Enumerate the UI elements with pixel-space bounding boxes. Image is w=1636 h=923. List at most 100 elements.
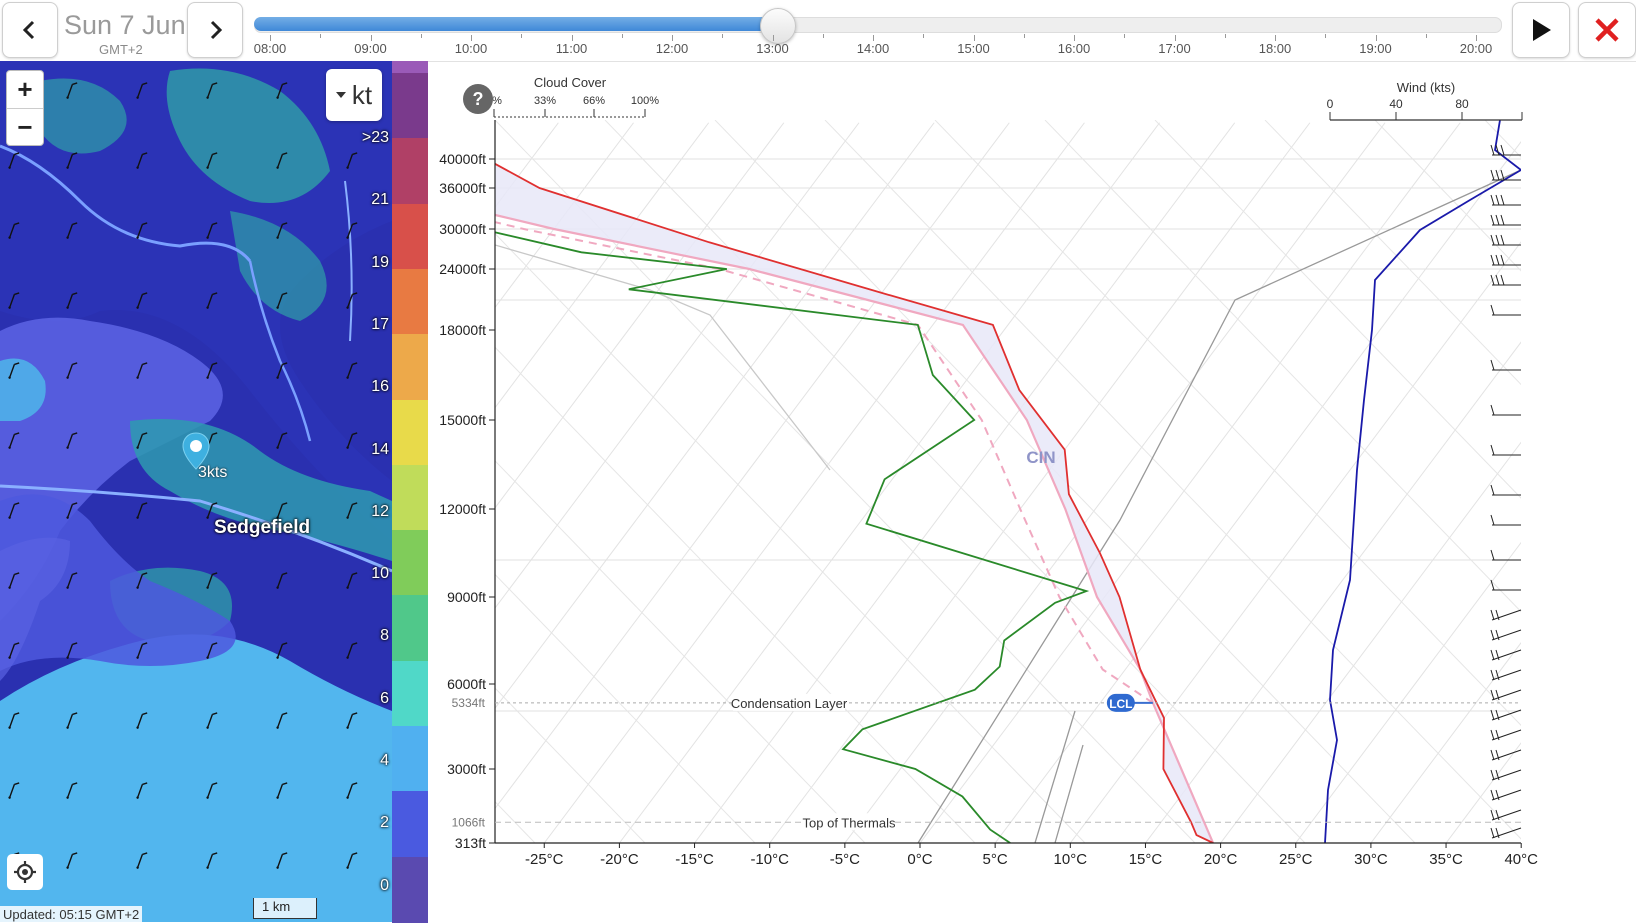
wind-scale-segment: [392, 73, 428, 140]
altitude-label: 15000ft: [439, 412, 486, 428]
map-wind-barb: [206, 502, 218, 519]
timeline-tick: [772, 35, 774, 41]
timeline-hour-label[interactable]: 19:00: [1359, 41, 1392, 56]
marker-wind-label: 3kts: [198, 464, 228, 481]
cloud-cover-tick-label: 100%: [631, 95, 659, 107]
map-wind-barb: [346, 712, 358, 729]
timeline-hour-label[interactable]: 12:00: [655, 41, 689, 56]
map-wind-barb: [346, 572, 358, 589]
timeline-hour-label[interactable]: 16:00: [1057, 41, 1091, 56]
zoom-control: + −: [6, 70, 44, 146]
map-wind-barb: [66, 222, 78, 239]
dry-adiabat: [604, 120, 1306, 843]
sounding-wind-barb: [1490, 234, 1521, 246]
parcel-dashed-line: [495, 221, 1154, 704]
temperature-label: -15°C: [675, 851, 714, 868]
map-wind-barb: [136, 852, 148, 869]
sounding-wind-barb: [1490, 629, 1522, 641]
isotherm: [1145, 341, 1521, 843]
sounding-wind-barb: [1490, 789, 1522, 801]
map-wind-barb: [206, 852, 218, 869]
thermals-label-bg: [803, 813, 895, 831]
next-day-button[interactable]: [187, 2, 243, 58]
help-button[interactable]: ?: [463, 84, 493, 114]
sounding-wind-barb: [1490, 749, 1522, 761]
time-slider-handle[interactable]: [760, 8, 797, 44]
wind-scale-segment: [392, 595, 428, 662]
map-wind-barb: [206, 642, 218, 659]
play-button[interactable]: [1512, 2, 1570, 58]
map-wind-barb: [66, 642, 78, 659]
zoom-out-button[interactable]: −: [17, 112, 33, 142]
map-wind-barb: [66, 82, 78, 99]
timeline-hour-label[interactable]: 09:00: [354, 41, 387, 56]
dry-adiabat: [1264, 120, 1521, 386]
wind-scale-label: 4: [380, 752, 389, 769]
map-wind-barb: [206, 712, 218, 729]
sounding-wind-barb: [1490, 359, 1521, 371]
wind-scale-segment: [392, 138, 428, 205]
timeline-tick: [471, 35, 472, 41]
map-wind-barb: [66, 502, 78, 519]
condensation-altitude: 5334ft: [452, 696, 486, 710]
timeline-hour-label[interactable]: 17:00: [1158, 41, 1191, 56]
map-wind-barb: [136, 152, 148, 169]
location-marker[interactable]: [182, 432, 210, 470]
map-wind-barb: [136, 642, 148, 659]
timeline-hour-label[interactable]: 13:00: [756, 41, 789, 56]
locate-button[interactable]: [7, 854, 43, 890]
isotherm: [1596, 123, 1636, 843]
wind-color-scale: >23 21 19 17 16 14 12 10 8 6 4 2 0: [362, 61, 428, 923]
sounding-wind-barb: [1490, 579, 1521, 591]
isotherm: [1220, 441, 1521, 843]
temperature-label: 5°C: [983, 851, 1008, 868]
map-wind-barb: [66, 712, 78, 729]
wind-scale-segment: [392, 530, 428, 597]
altitude-label: 3000ft: [447, 761, 486, 777]
thermals-label: Top of Thermals: [803, 815, 896, 830]
isotherm: [1520, 842, 1521, 843]
timeline-hour-label[interactable]: 14:00: [856, 41, 890, 56]
map-wind-barb: [8, 782, 20, 799]
timeline-hour-label[interactable]: 10:00: [454, 41, 488, 56]
chevron-right-icon: [210, 20, 223, 40]
wind-barbs-layer: [8, 82, 358, 869]
wind-map[interactable]: + − kt 3kts Sedgefield 1 km Updated: 05:…: [0, 61, 392, 922]
map-wind-barb: [276, 432, 288, 449]
condensation-label: Condensation Layer: [731, 696, 848, 711]
map-wind-barb: [206, 362, 218, 379]
timeline-tick: [1375, 35, 1377, 41]
dry-adiabat: [1374, 120, 1521, 272]
timeline-tick: [973, 35, 975, 41]
skew-t-sounding-chart: 40000ft 36000ft 30000ft 24000ft 18000ft 15000…: [439, 75, 1636, 868]
map-wind-barb: [346, 152, 358, 169]
timeline-hour-label[interactable]: 08:00: [253, 41, 287, 56]
close-icon: [1595, 18, 1619, 42]
map-wind-barb: [8, 222, 20, 239]
close-button[interactable]: [1578, 2, 1636, 58]
plot-area: [495, 120, 1636, 843]
map-wind-barb: [346, 782, 358, 799]
wind-axis-tick-label: 80: [1455, 97, 1469, 111]
time-slider[interactable]: 08:00 09:00 10:00 11:00 12:00 13:00 14:00 15:00…: [253, 8, 1502, 60]
zoom-in-button[interactable]: +: [7, 71, 43, 109]
isotherm: [495, 122, 1010, 810]
unit-selector[interactable]: kt: [326, 69, 382, 121]
wind-scale-label: 6: [380, 689, 389, 707]
wind-axis-tick-label: 40: [1389, 97, 1403, 111]
isotherm: [769, 122, 1311, 843]
chevron-left-icon: [22, 20, 35, 40]
wind-speed-line: [1324, 169, 1521, 843]
map-wind-barb: [346, 362, 358, 379]
previous-day-button[interactable]: [2, 2, 58, 58]
timeline-hour-label[interactable]: 11:00: [555, 41, 588, 56]
map-wind-barb: [276, 782, 288, 799]
timeline-hour-label[interactable]: 20:00: [1459, 41, 1493, 56]
dry-adiabat: [495, 687, 646, 843]
timeline-tick: [370, 35, 372, 41]
timeline-hour-label[interactable]: 18:00: [1258, 41, 1292, 56]
isotherm: [495, 122, 935, 710]
wind-scale-label: >23: [361, 129, 389, 146]
timeline-hour-label[interactable]: 15:00: [957, 41, 990, 56]
wind-scale-label: 2: [380, 814, 389, 832]
